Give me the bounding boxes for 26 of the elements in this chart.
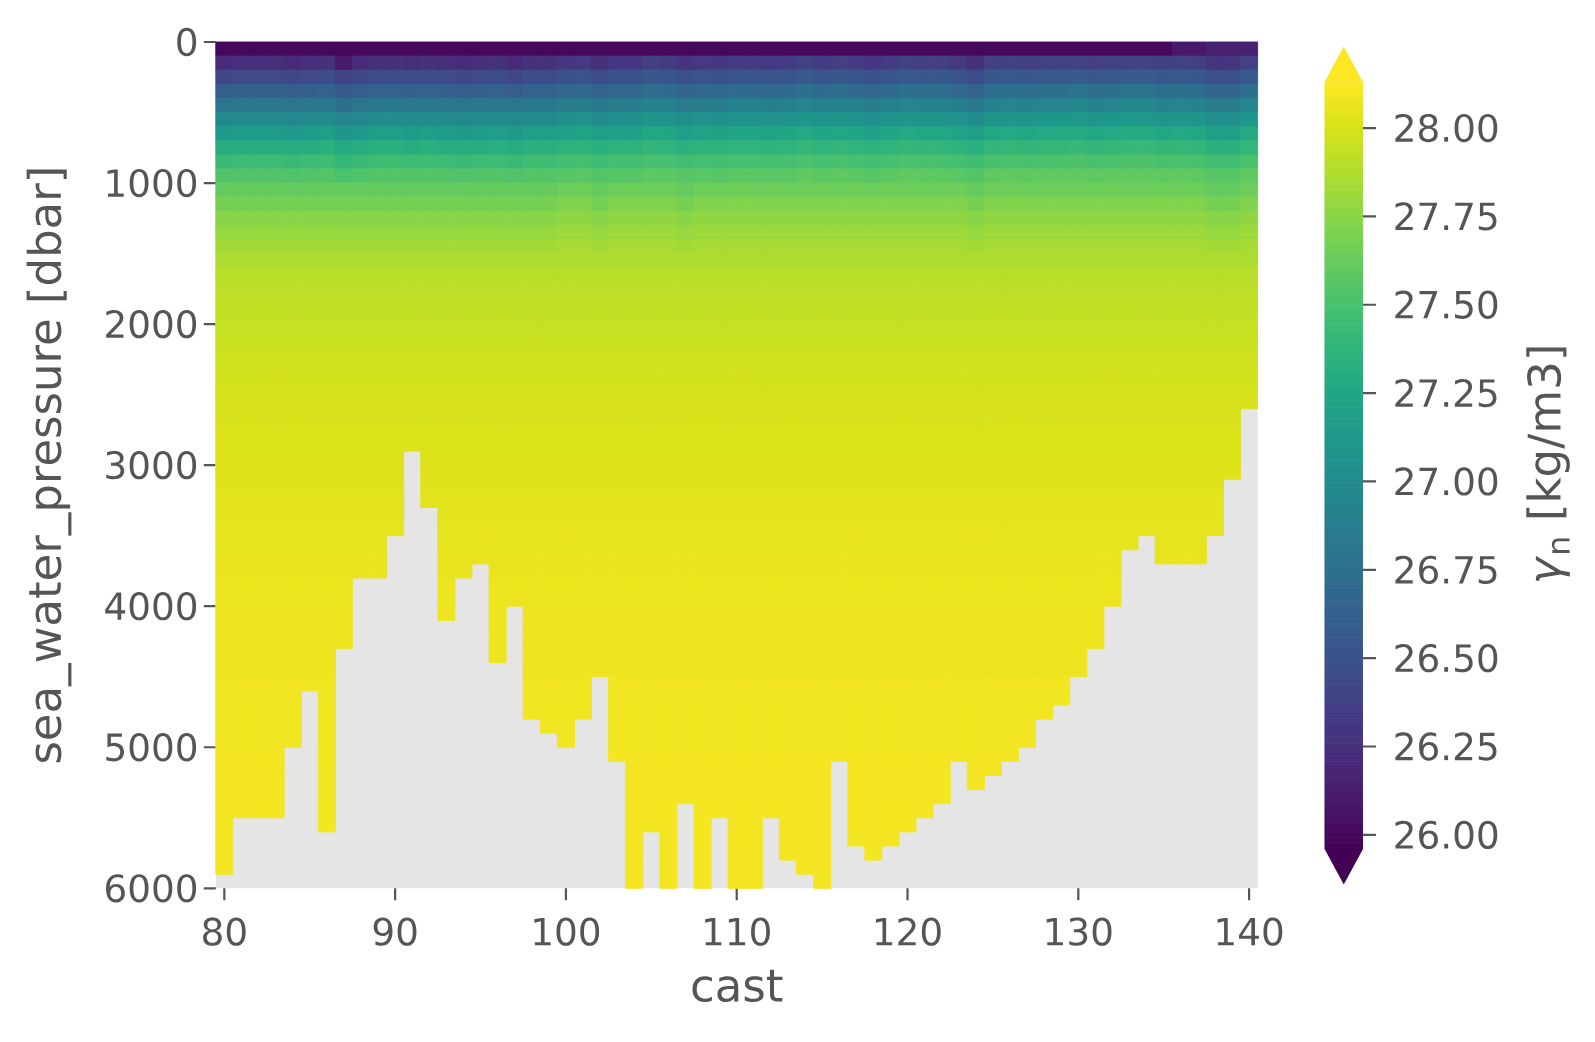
x-tick-label: 90 [373,917,417,946]
y-tick-label: 6000 [106,874,197,903]
color-bar-label: 26.50 [1395,644,1498,673]
y-tick-label: 3000 [106,451,197,480]
color-bar-label: 27.50 [1395,290,1498,319]
y-tick-label: 2000 [106,309,197,339]
x-axis-title: cast [692,969,783,1003]
y-tick-label: 5000 [106,733,197,762]
y-tick-label: 1000 [107,168,197,198]
color-bar-label: 27.75 [1395,202,1497,231]
y-tick-label: 0 [177,27,197,57]
color-bar-label: 27.25 [1395,378,1497,408]
x-tick-label: 80 [203,917,246,946]
x-tick-label: 140 [1217,917,1283,946]
color-bar-title: γ$_{n}$ [kg/m3] [1526,347,1570,582]
x-tick-label: 130 [1046,917,1112,946]
color-bar-label: 27.00 [1395,467,1498,496]
x-tick-label: 100 [534,917,600,946]
y-tick-label: 4000 [105,592,197,621]
x-tick-label: 120 [875,917,941,946]
color-bar-label: 26.00 [1395,820,1498,850]
y-axis-title: sea_water_pressure [dbar] [26,169,72,763]
color-bar-label: 28.00 [1395,113,1498,143]
x-tick-label: 110 [705,917,770,946]
color-bar-label: 26.75 [1395,555,1497,584]
color-bar-label: 26.25 [1395,732,1497,761]
